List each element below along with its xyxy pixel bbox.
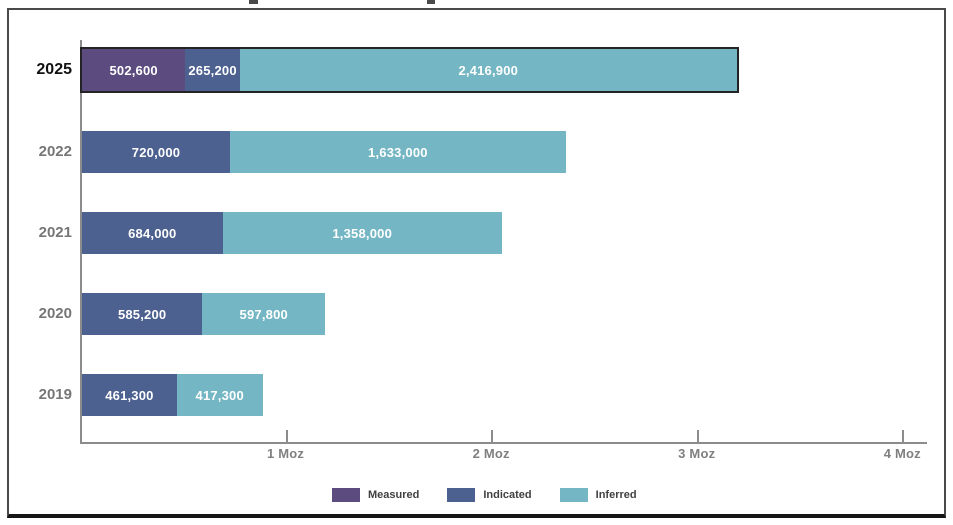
bar-row-2019: 461,300 417,300: [82, 374, 263, 416]
bar-segment-inferred-2021: 1,358,000: [222, 212, 502, 254]
x-axis-line: [80, 442, 927, 444]
x-tick-1: [285, 430, 288, 442]
legend-item-indicated: Indicated: [447, 488, 532, 502]
legend-swatch-measured: [332, 488, 360, 502]
cropped-text-remnant: [249, 0, 258, 4]
bar-segment-inferred-2020: 597,800: [202, 293, 326, 335]
legend-swatch-inferred: [559, 488, 588, 502]
year-label-2020: 2020: [38, 305, 72, 322]
bar-segment-indicated-2019: 461,300: [82, 374, 177, 416]
legend: Measured Indicated Inferred: [332, 488, 637, 502]
bar-segment-measured-2025: 502,600: [82, 49, 186, 91]
x-tick-label: 3 Moz: [678, 446, 716, 461]
bar-segment-indicated-2022: 720,000: [82, 131, 231, 173]
chart-frame: 1 Moz 2 Moz 3 Moz 4 Moz 2025 2022 2021 2020 201…: [7, 8, 946, 518]
bar-segment-indicated-2025: 265,200: [185, 49, 240, 91]
legend-label-measured: Measured: [368, 489, 420, 501]
bar-segment-inferred-2022: 1,633,000: [230, 131, 566, 173]
year-label-2025: 2025: [36, 61, 72, 78]
bar-row-2021: 684,000 1,358,000: [82, 212, 502, 254]
legend-item-inferred: Inferred: [559, 488, 637, 502]
cropped-text-remnant: [427, 0, 435, 4]
year-label-2019: 2019: [38, 386, 72, 403]
bar-segment-inferred-2025: 2,416,900: [239, 49, 737, 91]
bar-row-2022: 720,000 1,633,000: [82, 131, 566, 173]
x-tick-2: [491, 430, 494, 442]
year-label-2022: 2022: [38, 143, 72, 160]
x-tick-label: 2 Moz: [472, 446, 510, 461]
legend-label-inferred: Inferred: [595, 489, 637, 501]
x-tick-3: [696, 430, 699, 442]
y-axis-line: [80, 40, 82, 442]
legend-label-indicated: Indicated: [483, 489, 532, 501]
year-label-2021: 2021: [38, 224, 72, 241]
x-tick-4: [902, 430, 905, 442]
x-tick-label: 4 Moz: [883, 446, 921, 461]
bar-segment-indicated-2021: 684,000: [82, 212, 223, 254]
bar-row-2020: 585,200 597,800: [82, 293, 326, 335]
legend-swatch-indicated: [447, 488, 476, 502]
x-tick-label: 1 Moz: [267, 446, 305, 461]
legend-item-measured: Measured: [332, 488, 419, 502]
bar-segment-indicated-2020: 585,200: [82, 293, 203, 335]
bar-segment-inferred-2019: 417,300: [176, 374, 263, 416]
bar-row-2025: 502,600 265,200 2,416,900: [80, 47, 739, 93]
